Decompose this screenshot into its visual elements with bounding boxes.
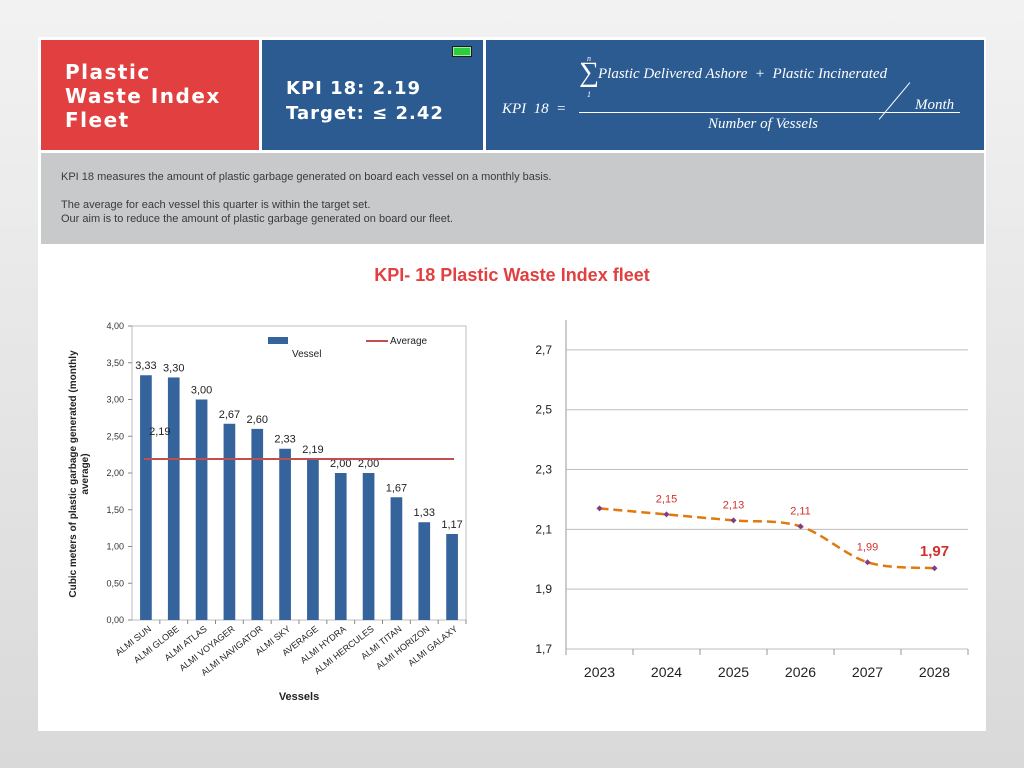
- sigma-icon: ∑: [579, 57, 599, 88]
- bar: [418, 522, 431, 620]
- average-value-label: 2,19: [149, 426, 170, 438]
- line-y-tick-label: 1,7: [535, 642, 552, 656]
- kpi-panel: KPI 18: 2.19 Target: ≤ 2.42: [262, 40, 483, 150]
- bar: [446, 534, 458, 620]
- line-x-tick-label: 2026: [785, 664, 816, 680]
- trend-point: [931, 565, 938, 572]
- bar: [223, 423, 236, 620]
- fraction-bar: [579, 112, 960, 113]
- formula-numerator: Plastic Delivered Ashore + Plastic Incin…: [598, 66, 888, 82]
- bar-value-label: 3,30: [163, 362, 184, 374]
- trend-point: [663, 511, 670, 518]
- description-line: Our aim is to reduce the amount of plast…: [61, 213, 453, 225]
- trend-point: [864, 559, 871, 566]
- bar-x-axis-title: Vessels: [279, 691, 319, 703]
- bar-y-tick-label: 4,00: [106, 321, 124, 331]
- bar: [251, 428, 264, 620]
- line-x-tick-label: 2023: [584, 664, 615, 680]
- bar-y-tick-label: 1,50: [106, 505, 124, 515]
- title-line: Waste Index: [65, 84, 221, 108]
- line-y-tick-label: 1,9: [535, 582, 552, 596]
- description-panel: KPI 18 measures the amount of plastic ga…: [41, 153, 984, 244]
- bar-y-axis-title: Cubic meters of plastic garbage generate…: [68, 350, 91, 598]
- bar-value-label: 1,67: [386, 482, 407, 494]
- bar-value-label: 2,60: [247, 414, 268, 426]
- trend-value-label: 2,13: [723, 499, 744, 511]
- title-panel: Plastic Waste Index Fleet: [41, 40, 259, 150]
- bar: [140, 375, 152, 620]
- bar-value-label: 1,17: [441, 519, 462, 531]
- bar-y-tick-label: 1,00: [106, 542, 124, 552]
- bar-y-tick-label: 2,50: [106, 431, 124, 441]
- trend-value-label: 2,11: [790, 505, 811, 517]
- kpi-target: Target: ≤ 2.42: [286, 103, 444, 124]
- title-line: Plastic: [65, 60, 151, 84]
- bar: [362, 473, 375, 620]
- description-line: KPI 18 measures the amount of plastic ga…: [61, 171, 552, 183]
- bar-value-label: 2,19: [302, 444, 323, 456]
- bar-category-label: ALMI GALAXY: [406, 624, 459, 669]
- legend-vessel-label: Vessel: [292, 349, 321, 360]
- formula-panel: KPI 18 = n ∑ 1 Plastic Delivered Ashore …: [486, 40, 984, 150]
- bar: [390, 497, 403, 620]
- bar: [307, 459, 319, 620]
- trend-value-label: 1,97: [920, 543, 949, 560]
- trend-line: [599, 507, 935, 570]
- bar-y-tick-label: 2,00: [106, 468, 124, 478]
- bar-value-label: 1,33: [414, 507, 435, 519]
- description-line: The average for each vessel this quarter…: [61, 199, 371, 211]
- line-y-tick-label: 2,7: [535, 343, 552, 357]
- bar-y-tick-label: 0,50: [106, 578, 124, 588]
- bar-value-label: 2,67: [219, 409, 240, 421]
- line-x-tick-label: 2028: [919, 664, 950, 680]
- bar-value-label: 3,00: [191, 385, 212, 397]
- line-x-tick-label: 2024: [651, 664, 682, 680]
- page-title: Plastic Waste Index Fleet: [65, 60, 221, 132]
- bar-y-tick-label: 3,50: [106, 358, 124, 368]
- sigma-upper: n: [587, 54, 591, 63]
- formula-lhs: KPI 18 =: [502, 101, 567, 117]
- bar-value-label: 2,00: [330, 458, 351, 470]
- bar-value-label: 3,33: [135, 360, 156, 372]
- title-line: Fleet: [65, 108, 130, 132]
- line-x-tick-label: 2025: [718, 664, 749, 680]
- line-y-tick-label: 2,5: [535, 403, 552, 417]
- bar: [279, 448, 291, 620]
- bar-value-label: 2,00: [358, 458, 379, 470]
- bar: [334, 473, 347, 620]
- bar: [167, 377, 180, 620]
- line-y-tick-label: 2,1: [535, 522, 552, 536]
- battery-full-icon: [452, 46, 472, 57]
- legend-average-label: Average: [390, 336, 428, 347]
- line-x-tick-label: 2027: [852, 664, 883, 680]
- trend-value-label: 2,15: [656, 493, 677, 505]
- trend-value-label: 1,99: [857, 541, 878, 553]
- bar-y-tick-label: 3,00: [106, 395, 124, 405]
- trend-point: [730, 517, 737, 524]
- kpi-value: KPI 18: 2.19: [286, 78, 422, 99]
- trend-point: [596, 505, 603, 512]
- bar-y-tick-label: 0,00: [106, 615, 124, 625]
- chart-section-title: KPI- 18 Plastic Waste Index fleet: [374, 265, 650, 285]
- trend-point: [797, 523, 804, 530]
- bar-value-label: 2,33: [274, 434, 295, 446]
- formula-per: Month: [915, 97, 955, 113]
- legend-vessel-swatch: [268, 337, 288, 344]
- sigma-lower: 1: [587, 90, 591, 99]
- line-y-tick-label: 2,3: [535, 463, 552, 477]
- formula-denominator: Number of Vessels: [708, 116, 818, 132]
- bar: [195, 399, 208, 620]
- kpi-summary: KPI 18: 2.19 Target: ≤ 2.42: [286, 76, 444, 126]
